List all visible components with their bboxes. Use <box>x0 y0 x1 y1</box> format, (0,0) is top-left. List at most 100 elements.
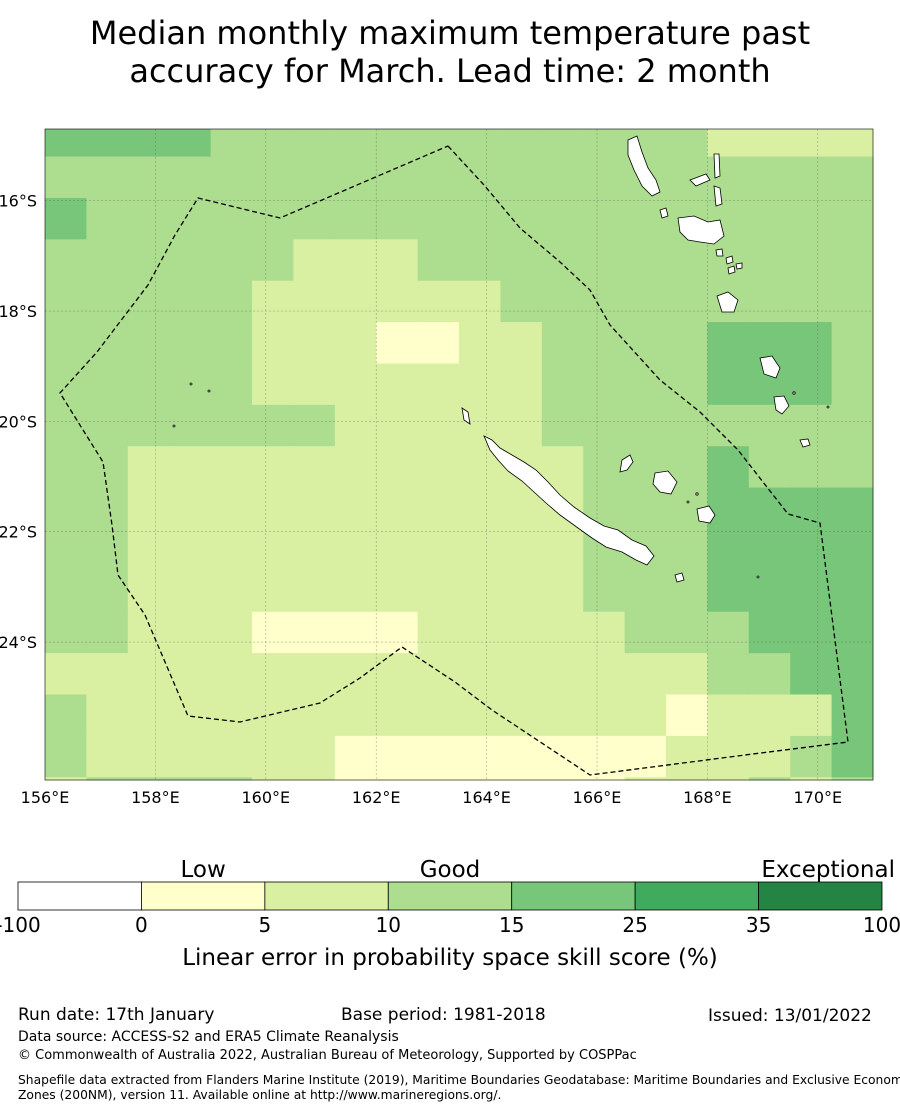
skill-cell <box>210 156 253 199</box>
skill-cell <box>293 404 336 447</box>
skill-cell <box>500 487 543 530</box>
maewo-island <box>713 153 721 179</box>
skill-cell <box>169 239 212 282</box>
skill-cell <box>500 197 543 240</box>
skill-cell <box>790 694 833 737</box>
skill-cell <box>127 570 170 613</box>
skill-cell <box>210 777 253 781</box>
skill-cell <box>376 446 419 489</box>
skill-cell <box>86 487 129 530</box>
issued-date: Issued: 13/01/2022 <box>708 1006 872 1026</box>
skill-cell <box>127 322 170 364</box>
skill-cell <box>86 653 129 695</box>
skill-cell <box>541 239 584 282</box>
skill-cell <box>376 611 419 654</box>
skill-cell <box>169 404 212 447</box>
skill-cell <box>748 777 791 781</box>
skill-cell <box>707 735 750 778</box>
latitude-tick-label: 18°S <box>0 302 37 321</box>
skill-cell <box>666 322 708 364</box>
skill-cell <box>748 197 791 240</box>
skill-cell <box>86 404 129 447</box>
data-source: Data source: ACCESS-S2 and ERA5 Climate … <box>18 1029 399 1045</box>
skill-cell <box>500 777 543 781</box>
map-frame <box>44 128 874 781</box>
skill-cell <box>417 570 460 613</box>
skill-cell <box>459 280 501 323</box>
skill-cell <box>252 694 294 737</box>
skill-cell <box>459 197 501 240</box>
skill-cell <box>624 322 667 364</box>
erromango-island <box>759 355 781 379</box>
skill-cell <box>748 156 791 199</box>
pentecost-island <box>713 185 723 207</box>
skill-cell <box>831 777 874 781</box>
map-title-line-1: Median monthly maximum temperature past <box>89 14 811 52</box>
skill-cell <box>417 404 460 447</box>
base-period: Base period: 1981-2018 <box>341 1005 546 1025</box>
skill-cell <box>500 322 543 364</box>
skill-cell <box>86 735 129 778</box>
skill-cell <box>210 735 253 778</box>
colorbar-tick-label: 10 <box>376 913 401 937</box>
colorbar-bin <box>141 881 266 911</box>
colorbar-tick-label: 25 <box>622 913 647 937</box>
legend-category-labels: Low Good Exceptional <box>180 857 895 883</box>
skill-cell <box>127 129 170 158</box>
skill-cell <box>583 280 626 323</box>
small-island <box>826 405 830 409</box>
colorbar-bin <box>634 881 759 911</box>
skill-cell <box>583 777 626 781</box>
colorbar-tick-label: 100 <box>863 913 900 937</box>
skill-cell <box>252 322 294 364</box>
colorbar-bin <box>387 881 513 911</box>
skill-cell <box>169 129 212 158</box>
skill-cell <box>459 611 501 654</box>
skill-cell <box>707 129 750 158</box>
skill-cell <box>459 694 501 737</box>
skill-cell <box>169 322 212 364</box>
small-island <box>792 391 796 395</box>
skill-cell <box>583 239 626 282</box>
skill-cell <box>210 487 253 530</box>
skill-cell <box>86 156 129 199</box>
skill-cell <box>127 528 170 571</box>
malekula-island <box>677 215 725 245</box>
skill-cell <box>252 528 294 571</box>
skill-cell <box>252 239 294 282</box>
skill-cell <box>210 570 253 613</box>
skill-cell <box>252 363 294 406</box>
skill-cell <box>790 363 833 406</box>
skill-cell <box>707 446 750 489</box>
skill-cell <box>334 611 377 654</box>
skill-cell <box>45 239 87 282</box>
skill-cell <box>417 363 460 406</box>
skill-cell <box>127 735 170 778</box>
skill-cell <box>748 611 791 654</box>
skill-cell <box>127 404 170 447</box>
skill-cell <box>666 694 708 737</box>
skill-cell <box>86 446 129 489</box>
skill-cell <box>666 777 708 781</box>
skill-cell <box>417 129 460 158</box>
skill-cell <box>334 129 377 158</box>
skill-cell <box>666 404 708 447</box>
skill-cell <box>45 570 87 613</box>
skill-cell <box>707 653 750 695</box>
small-island <box>659 207 669 219</box>
skill-cell <box>417 197 460 240</box>
skill-cell <box>293 156 336 199</box>
small-island <box>189 382 193 386</box>
skill-cell <box>86 280 129 323</box>
latitude-tick-label: 22°S <box>0 523 37 542</box>
small-island <box>727 265 736 275</box>
skill-cell <box>417 735 460 778</box>
skill-cell <box>500 363 543 406</box>
skill-cell <box>624 363 667 406</box>
skill-cell <box>790 322 833 364</box>
longitude-tick-label: 160°E <box>241 788 290 807</box>
skill-cell <box>790 611 833 654</box>
skill-cell <box>45 611 87 654</box>
skill-cell <box>293 653 336 695</box>
skill-cell <box>666 363 708 406</box>
